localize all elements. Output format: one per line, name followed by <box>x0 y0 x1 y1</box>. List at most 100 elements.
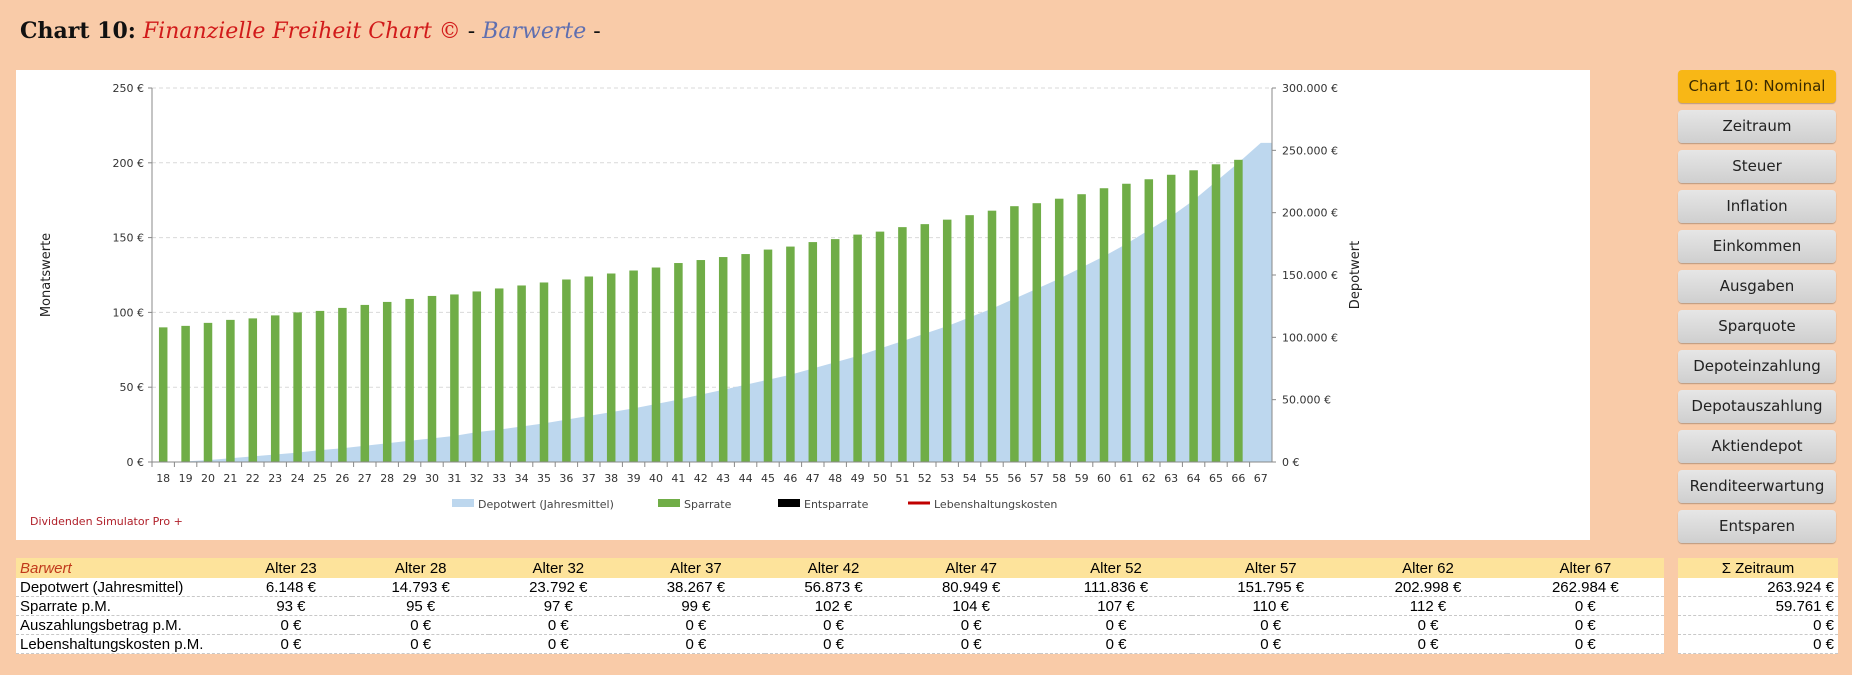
row-label: Lebenshaltungskosten p.M. <box>16 634 230 654</box>
sparrate-bar <box>920 224 930 462</box>
y-tick-label: 50 € <box>120 381 145 394</box>
title-separator: - <box>593 19 601 44</box>
sidebar-button-einkommen[interactable]: Einkommen <box>1678 230 1836 263</box>
x-tick-label: 26 <box>335 472 349 485</box>
sparrate-bar <box>427 295 437 462</box>
sparrate-bar <box>853 234 862 462</box>
table-row: Auszahlungsbetrag p.M. 0 €0 €0 €0 €0 €0 €… <box>16 615 1664 635</box>
sidebar-button-steuer[interactable]: Steuer <box>1678 150 1836 183</box>
sparrate-bar <box>1144 179 1154 463</box>
x-tick-label: 56 <box>1007 472 1021 485</box>
sparrate-bar <box>830 239 840 462</box>
sidebar-button-renditeerwartung[interactable]: Renditeerwartung <box>1678 470 1836 503</box>
table-cell: 0 € <box>230 634 352 654</box>
sidebar-button-zeitraum[interactable]: Zeitraum <box>1678 110 1836 143</box>
table-cell: 0 € <box>1506 596 1664 616</box>
x-tick-label: 57 <box>1030 472 1044 485</box>
y2-tick-label: 0 € <box>1282 456 1300 469</box>
y2-axis-title: Depotwert <box>1348 241 1363 309</box>
y-axis-title: Monatswerte <box>39 233 54 317</box>
table-cell: 6.148 € <box>230 578 352 597</box>
summary-cell: 263.924 € <box>1678 578 1838 597</box>
x-tick-label: 27 <box>358 472 372 485</box>
sidebar-button-ausgaben[interactable]: Ausgaben <box>1678 270 1836 303</box>
sparrate-bar <box>718 257 728 462</box>
sparrate-bar <box>651 267 661 462</box>
sparrate-bar <box>606 273 616 462</box>
sparrate-bar <box>808 242 818 462</box>
x-tick-label: 53 <box>940 472 954 485</box>
sidebar-button-chart-10-nominal[interactable]: Chart 10: Nominal <box>1678 70 1836 103</box>
summary-header: Σ Zeitraum <box>1678 558 1838 578</box>
table-column-header: Alter 62 <box>1349 558 1507 578</box>
table-cell: 0 € <box>764 615 903 635</box>
y2-tick-label: 150.000 € <box>1282 269 1338 282</box>
y2-tick-label: 50.000 € <box>1282 394 1331 407</box>
sidebar-button-aktiendepot[interactable]: Aktiendepot <box>1678 430 1836 463</box>
x-tick-label: 65 <box>1209 472 1223 485</box>
sparrate-bar <box>539 282 549 462</box>
y-tick-label: 0 € <box>127 456 145 469</box>
chart-svg: 0 € 50 € 100 € 150 € 200 € 250 € 0 € 50.000 € 10… <box>39 82 1363 511</box>
x-tick-label: 48 <box>828 472 842 485</box>
y2-tick-label: 100.000 € <box>1282 331 1338 344</box>
sparrate-bar <box>987 210 997 462</box>
table-cell: 0 € <box>1506 634 1664 654</box>
x-tick-label: 60 <box>1097 472 1111 485</box>
sparrate-bar <box>181 325 190 462</box>
legend-label: Lebenshaltungskosten <box>934 498 1057 511</box>
summary-cell: 59.761 € <box>1678 596 1838 616</box>
sparrate-bar <box>405 298 414 462</box>
y2-tick-label: 300.000 € <box>1282 82 1338 95</box>
x-tick-label: 43 <box>716 472 730 485</box>
table-cell: 80.949 € <box>902 578 1040 597</box>
sparrate-bar <box>875 231 885 462</box>
x-tick-label: 59 <box>1075 472 1089 485</box>
sidebar-button-depotauszahlung[interactable]: Depotauszahlung <box>1678 390 1836 423</box>
sparrate-bar <box>763 249 773 462</box>
x-tick-label: 66 <box>1231 472 1245 485</box>
table-cell: 0 € <box>230 615 352 635</box>
table-column-header: Alter 67 <box>1506 558 1664 578</box>
table-cell: 0 € <box>902 634 1040 654</box>
x-tick-label: 45 <box>761 472 775 485</box>
x-tick-label: 52 <box>918 472 932 485</box>
table-cell: 93 € <box>230 596 352 616</box>
sparrate-bar <box>584 276 594 462</box>
table-column-header: Alter 37 <box>627 558 765 578</box>
x-tick-label: 32 <box>470 472 484 485</box>
sparrate-bar <box>629 270 638 462</box>
y-tick-label: 250 € <box>113 82 145 95</box>
summary-table: Σ Zeitraum 263.924 €59.761 €0 €0 € <box>1678 558 1838 654</box>
sparrate-bar <box>226 319 235 462</box>
table-column-header: Alter 47 <box>902 558 1040 578</box>
table-cell: 111.836 € <box>1039 578 1193 597</box>
sidebar-button-entsparen[interactable]: Entsparen <box>1678 510 1836 543</box>
x-tick-label: 67 <box>1254 472 1268 485</box>
x-tick-label: 31 <box>447 472 461 485</box>
sparrate-bar <box>898 227 907 462</box>
table-cell: 262.984 € <box>1506 578 1664 597</box>
sparrate-bar <box>158 327 168 462</box>
legend-label: Entsparrate <box>804 498 869 511</box>
table-cell: 112 € <box>1349 596 1507 616</box>
table-cell: 107 € <box>1039 596 1193 616</box>
sparrate-bar <box>562 279 571 462</box>
table-cell: 23.792 € <box>489 578 628 597</box>
sidebar-button-sparquote[interactable]: Sparquote <box>1678 310 1836 343</box>
table-column-header: Alter 52 <box>1039 558 1193 578</box>
x-tick-label: 19 <box>179 472 193 485</box>
sidebar-button-inflation[interactable]: Inflation <box>1678 190 1836 223</box>
sparrate-bar <box>1122 183 1131 462</box>
sparrate-bar <box>1010 206 1019 462</box>
chart-mode: Barwerte <box>482 19 587 44</box>
sidebar-button-depoteinzahlung[interactable]: Depoteinzahlung <box>1678 350 1836 383</box>
sidebar: Chart 10: Nominal Zeitraum Steuer Inflation… <box>1678 70 1836 550</box>
summary-cell: 0 € <box>1678 634 1838 654</box>
x-tick-label: 28 <box>380 472 394 485</box>
table-cell: 0 € <box>1349 615 1507 635</box>
table-cell: 110 € <box>1192 596 1350 616</box>
y2-tick-label: 250.000 € <box>1282 144 1338 157</box>
title-separator: - <box>467 19 476 44</box>
table-row: Depotwert (Jahresmittel) 6.148 €14.793 €2… <box>16 578 1664 597</box>
